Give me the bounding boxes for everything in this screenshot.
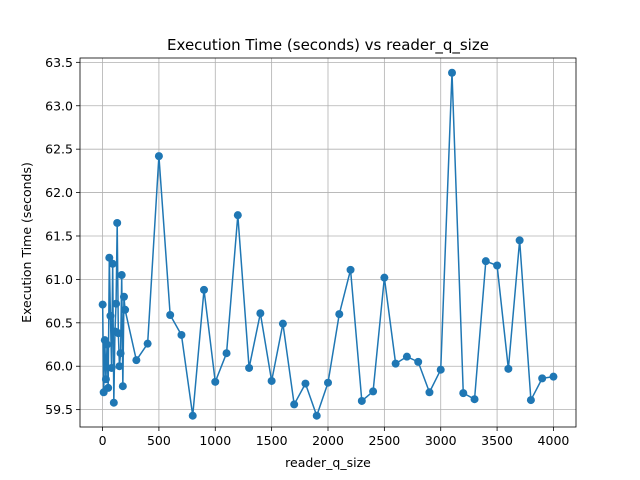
data-point [346,265,355,274]
data-point [211,377,220,386]
grid [80,58,576,427]
data-point [113,218,122,227]
x-tick-label: 1000 [199,433,231,448]
data-point [143,339,152,348]
data-point [116,349,125,358]
y-tick-label: 61.0 [45,272,73,287]
data-point [200,285,208,294]
data-point [117,271,126,280]
data-point [470,395,479,404]
data-point [278,319,287,328]
x-tick-label: 3500 [481,433,513,448]
data-point [256,309,265,318]
x-tick-label: 3000 [425,433,457,448]
data-point [104,383,113,392]
data-point [98,300,107,309]
data-point [402,352,411,361]
data-point [107,363,116,372]
data-point [105,253,114,262]
data-point [103,340,112,349]
data-point [515,236,524,245]
data-point [233,211,242,220]
y-axis: 59.5 60.0 60.5 61.0 61.5 62.0 62.5 63.0 63.5 [45,55,80,417]
data-point [132,356,141,365]
data-point [357,396,366,405]
chart-title: Execution Time (seconds) vs reader_q_siz… [167,36,489,55]
data-point [118,382,127,391]
x-tick-label: 500 [147,433,171,448]
data-point [324,378,332,387]
data-point [188,411,197,420]
data-point [290,400,299,409]
x-tick-label: 4000 [538,433,570,448]
data-point [481,257,490,266]
data-point [114,329,123,338]
data-point [380,273,389,282]
data-point [119,292,128,301]
data-point [448,68,456,77]
y-tick-label: 63.0 [45,98,73,113]
data-point [335,310,344,319]
data-point [493,261,502,270]
data-point [112,299,121,308]
y-axis-label: Execution Time (seconds) [19,162,34,323]
data-point [222,349,231,358]
y-tick-label: 60.0 [45,359,73,374]
data-point [504,364,513,373]
data-point [109,398,118,407]
data-point [154,152,163,161]
data-point [436,365,445,374]
y-tick-label: 63.5 [45,55,73,70]
y-tick-label: 62.5 [45,142,73,157]
x-tick-label: 2500 [368,433,400,448]
data-point [108,259,117,268]
x-tick-label: 2000 [312,433,344,448]
y-tick-label: 61.5 [45,228,73,243]
x-axis: 0 500 1000 1500 2000 2500 3000 3500 4000 [99,427,570,448]
data-point [391,359,400,368]
y-tick-label: 62.0 [45,185,73,200]
x-tick-label: 1500 [256,433,288,448]
data-point [177,330,186,339]
data-point [459,389,468,398]
data-point [425,388,434,397]
data-point [101,375,110,384]
x-tick-label: 0 [99,433,107,448]
data-point [267,376,276,385]
y-tick-label: 59.5 [45,402,73,417]
data-point [549,372,558,381]
data-point [526,396,535,405]
data-series [98,68,558,420]
data-point [414,357,423,366]
y-tick-label: 60.5 [45,315,73,330]
data-point [245,363,254,372]
x-axis-label: reader_q_size [285,455,371,470]
data-point [301,379,310,388]
data-point [115,362,124,371]
data-point [121,305,130,314]
data-point [312,411,321,420]
data-point [166,310,175,319]
data-point [369,387,378,396]
data-point [538,374,547,383]
data-point [106,311,115,320]
